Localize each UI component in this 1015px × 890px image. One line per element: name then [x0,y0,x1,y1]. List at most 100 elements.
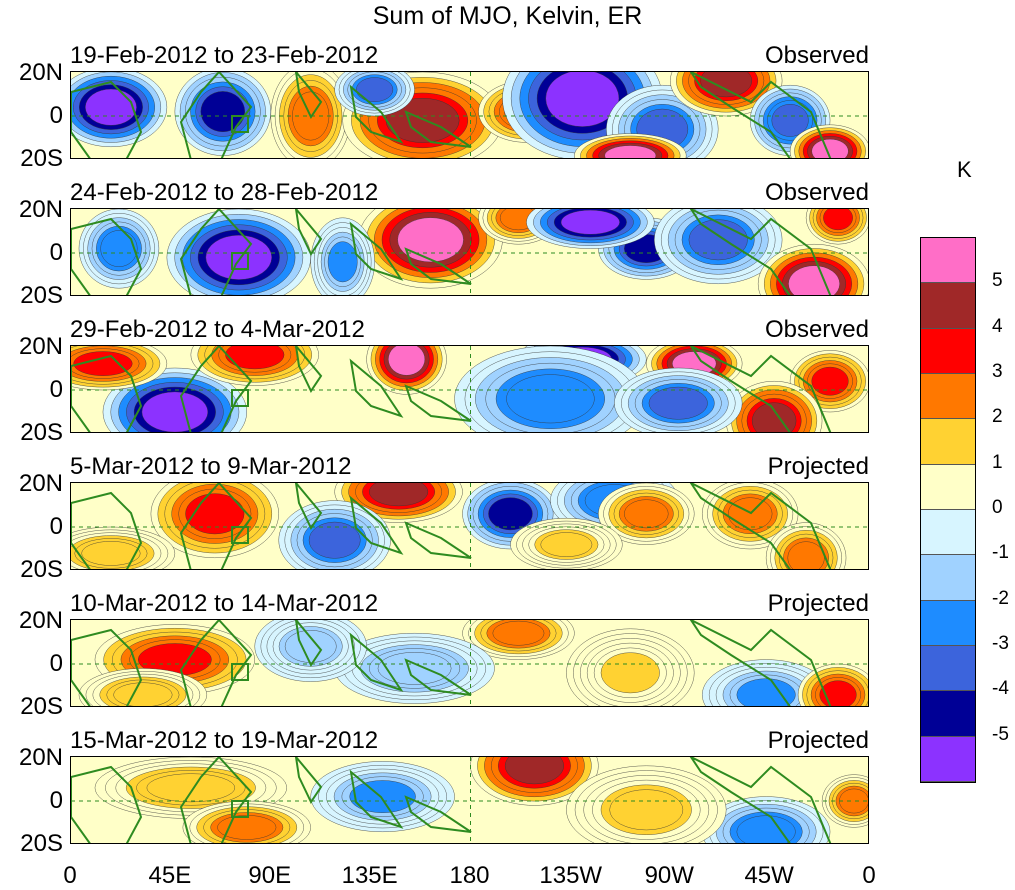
anomaly-field [71,483,868,569]
colorbar-swatch [921,464,975,510]
anomaly-contour [688,219,748,261]
coastline [404,521,472,559]
coastline [349,221,404,281]
anomaly-contour [308,521,361,559]
colorbar-tick-label: 5 [992,270,1003,292]
coastline [179,483,253,569]
colorbar-tick-label: -4 [992,678,1009,700]
panel-status: Observed [764,42,869,69]
coastline [294,346,323,394]
colorbar-swatch [921,691,975,737]
anomaly-contour [488,497,533,531]
colorbar-swatch [921,510,975,556]
coastline [71,80,143,158]
anomaly-field [71,209,868,295]
colorbar-unit: K [957,157,972,182]
panel-date-range: 5-Mar-2012 to 9-Mar-2012 [70,453,352,480]
longitude-label: 45E [148,862,192,889]
coastline [294,72,323,120]
colorbar-tick-label: -3 [992,633,1009,654]
longitude-label: 90W [644,862,694,889]
latitude-label: 20N [18,59,63,86]
colorbar-swatch [921,374,975,420]
coastline [404,384,472,422]
panel-status: Projected [767,590,869,617]
coastline [404,658,472,696]
map-panel: 19-Feb-2012 to 23-Feb-2012 Observed [70,42,869,159]
anomaly-map [70,482,869,570]
colorbar-tick-label: 2 [992,406,1003,428]
colorbar-swatch [921,646,975,692]
anomaly-contour [506,374,595,424]
coastline [689,346,832,432]
map-panel: 24-Feb-2012 to 28-Feb-2012 Observed [70,179,869,296]
anomaly-contour [205,235,272,280]
longitude-label: 0 [63,862,77,889]
longitude-label: 45W [744,862,794,889]
coastline [349,358,404,418]
anomaly-contour [113,682,173,706]
map-panel: 10-Mar-2012 to 14-Mar-2012 Projected [70,590,869,707]
longitude-label: 135W [539,862,603,889]
anomaly-contour [327,241,358,283]
coastline [294,483,323,531]
colorbar-swatch [921,238,975,284]
coastline [689,757,832,843]
latitude-label: 20N [18,196,63,223]
colorbar-tick-label: -2 [992,587,1009,609]
index-region-box [231,115,249,133]
figure-title: Sum of MJO, Kelvin, ER [372,2,643,30]
anomaly-contour [545,72,620,127]
anomaly-contour [811,366,849,396]
latitude-label: 0 [49,650,63,677]
index-region-box [231,800,249,818]
map-panel: 15-Mar-2012 to 19-Mar-2012 Projected [70,727,869,844]
coastline [689,483,832,569]
colorbar-tick-label: 0 [992,497,1003,518]
anomaly-map [70,619,869,707]
coastline [404,795,472,833]
latitude-label: 20S [20,830,63,857]
anomaly-map [70,71,869,159]
coastline [179,346,253,432]
anomaly-map [70,345,869,433]
colorbar-swatch [921,283,975,329]
anomaly-map [70,208,869,296]
anomaly-contour [349,780,416,813]
colorbar-swatch [921,419,975,465]
coastline [179,757,253,843]
map-panel: 5-Mar-2012 to 9-Mar-2012 Projected [70,453,869,570]
coastline [179,72,253,158]
coastline [179,209,253,295]
panel-date-range: 19-Feb-2012 to 23-Feb-2012 [70,42,379,69]
anomaly-field [71,346,868,432]
anomaly-contour [200,91,245,132]
longitude-label: 180 [449,862,490,889]
anomaly-contour [492,620,545,646]
coastline [71,217,143,295]
panel-date-range: 15-Mar-2012 to 19-Mar-2012 [70,727,379,754]
latitude-label: 20S [20,693,63,720]
anomaly-map [70,756,869,844]
coastline [349,769,404,829]
coastline [179,620,253,706]
anomaly-contour [736,678,796,706]
coastline [689,209,832,295]
anomaly-contour [146,773,235,803]
latitude-label: 0 [49,513,63,540]
anomaly-contour [369,483,429,507]
index-region-box [231,663,249,681]
longitude-label: 90E [248,862,292,889]
coastline [294,209,323,257]
latitude-label: 20N [18,744,63,771]
coastline [71,765,143,843]
map-panel: 29-Feb-2012 to 4-Mar-2012 Observed [70,316,869,433]
anomaly-contour [727,497,773,531]
anomaly-contour [85,88,137,126]
anomaly-contour [823,209,853,231]
colorbar-tick-label: 1 [992,451,1003,473]
index-region-box [231,252,249,270]
anomaly-field [71,620,868,706]
anomaly-contour [771,104,809,137]
anomaly-contour [600,652,660,694]
